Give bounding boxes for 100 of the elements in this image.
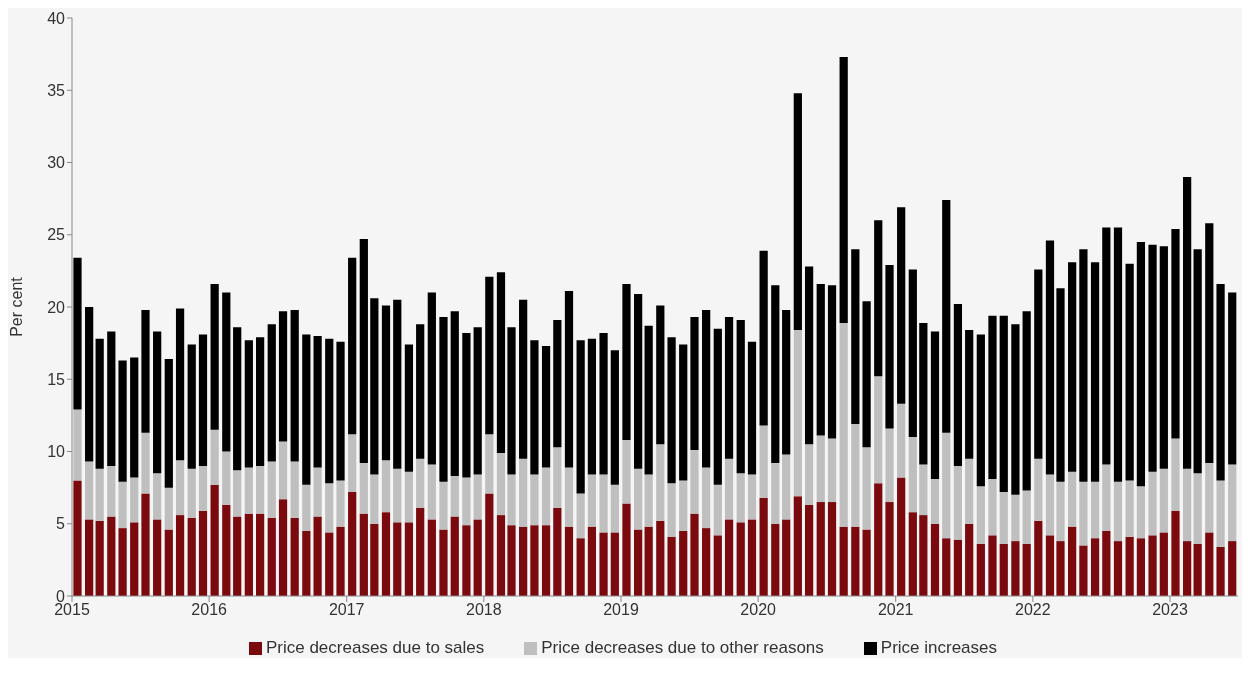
bar [610,532,619,596]
bar [656,305,665,445]
bar [187,517,196,596]
x-tick-label: 2020 [740,601,777,619]
bar [485,434,494,494]
bar [965,523,974,596]
bar [130,477,139,523]
bar [1056,481,1065,542]
bar [210,283,219,430]
bar [634,294,643,469]
y-axis-title: Per cent [7,276,25,337]
bar [141,309,150,433]
bar [1159,246,1168,469]
y-tick-label: 30 [47,154,66,172]
bar [965,330,974,459]
bar [439,317,448,482]
bar [507,327,516,475]
bar [793,496,802,596]
bar [222,504,231,596]
bar [713,328,722,485]
bar [370,474,379,524]
bar [622,503,631,596]
bar [965,458,974,524]
bar [130,357,139,478]
bar [507,474,516,526]
bar [736,522,745,596]
bar [359,239,368,464]
bar [530,525,539,596]
bar [988,535,997,596]
bar [874,376,883,484]
bar [267,461,276,518]
bar [862,301,871,448]
bar [804,444,814,505]
bar [702,467,711,529]
bar [141,432,150,494]
bar [359,513,368,596]
bar [153,519,162,596]
y-tick-label: 40 [47,9,66,27]
bar [553,447,562,508]
bar [930,331,940,479]
bar [1159,468,1168,533]
x-tick-label: 2021 [877,601,914,619]
bar [519,299,528,459]
bar [325,532,334,596]
y-tick-label: 35 [47,81,66,99]
bar [1216,546,1225,596]
bar [816,283,825,436]
bar [198,334,208,466]
bar [302,334,311,485]
bar [576,538,585,596]
bar [599,333,608,475]
bar [198,510,208,596]
bar [690,513,699,596]
bar [427,292,436,465]
bar [919,322,928,465]
bar [919,464,928,516]
bar [290,461,299,518]
bar [278,499,288,596]
bar [1034,269,1043,459]
bar [690,317,699,451]
bar [942,538,951,596]
bar [976,334,985,487]
bar [1205,223,1214,464]
bar [644,526,653,596]
bar [667,483,676,537]
bar [1148,471,1157,536]
bar [1113,481,1123,542]
x-tick-label: 2019 [603,601,639,619]
bar [759,497,768,596]
bar [541,525,551,596]
bar [747,474,757,520]
bar [576,493,585,539]
bar [885,428,894,503]
bar [587,474,597,527]
bar [1022,490,1031,544]
bar [851,424,860,527]
bar [381,305,391,461]
y-tick-label: 10 [47,443,66,461]
bar [95,468,104,521]
bar [759,250,768,426]
bar [256,513,265,596]
bar [473,519,482,596]
bar [530,474,539,526]
bar [851,526,860,596]
bar [1079,249,1088,482]
bar [587,526,597,596]
bar [610,484,619,533]
bar [336,526,345,596]
bar [393,299,402,469]
bar [724,458,734,520]
bar [1022,311,1031,491]
bar [153,473,162,520]
bar [1205,532,1214,596]
bar [679,530,688,596]
bar [222,292,231,452]
legend-label: Price increases [879,638,998,658]
bar [587,338,597,475]
bar [210,429,219,485]
bar [450,476,459,517]
bar [1136,241,1146,487]
